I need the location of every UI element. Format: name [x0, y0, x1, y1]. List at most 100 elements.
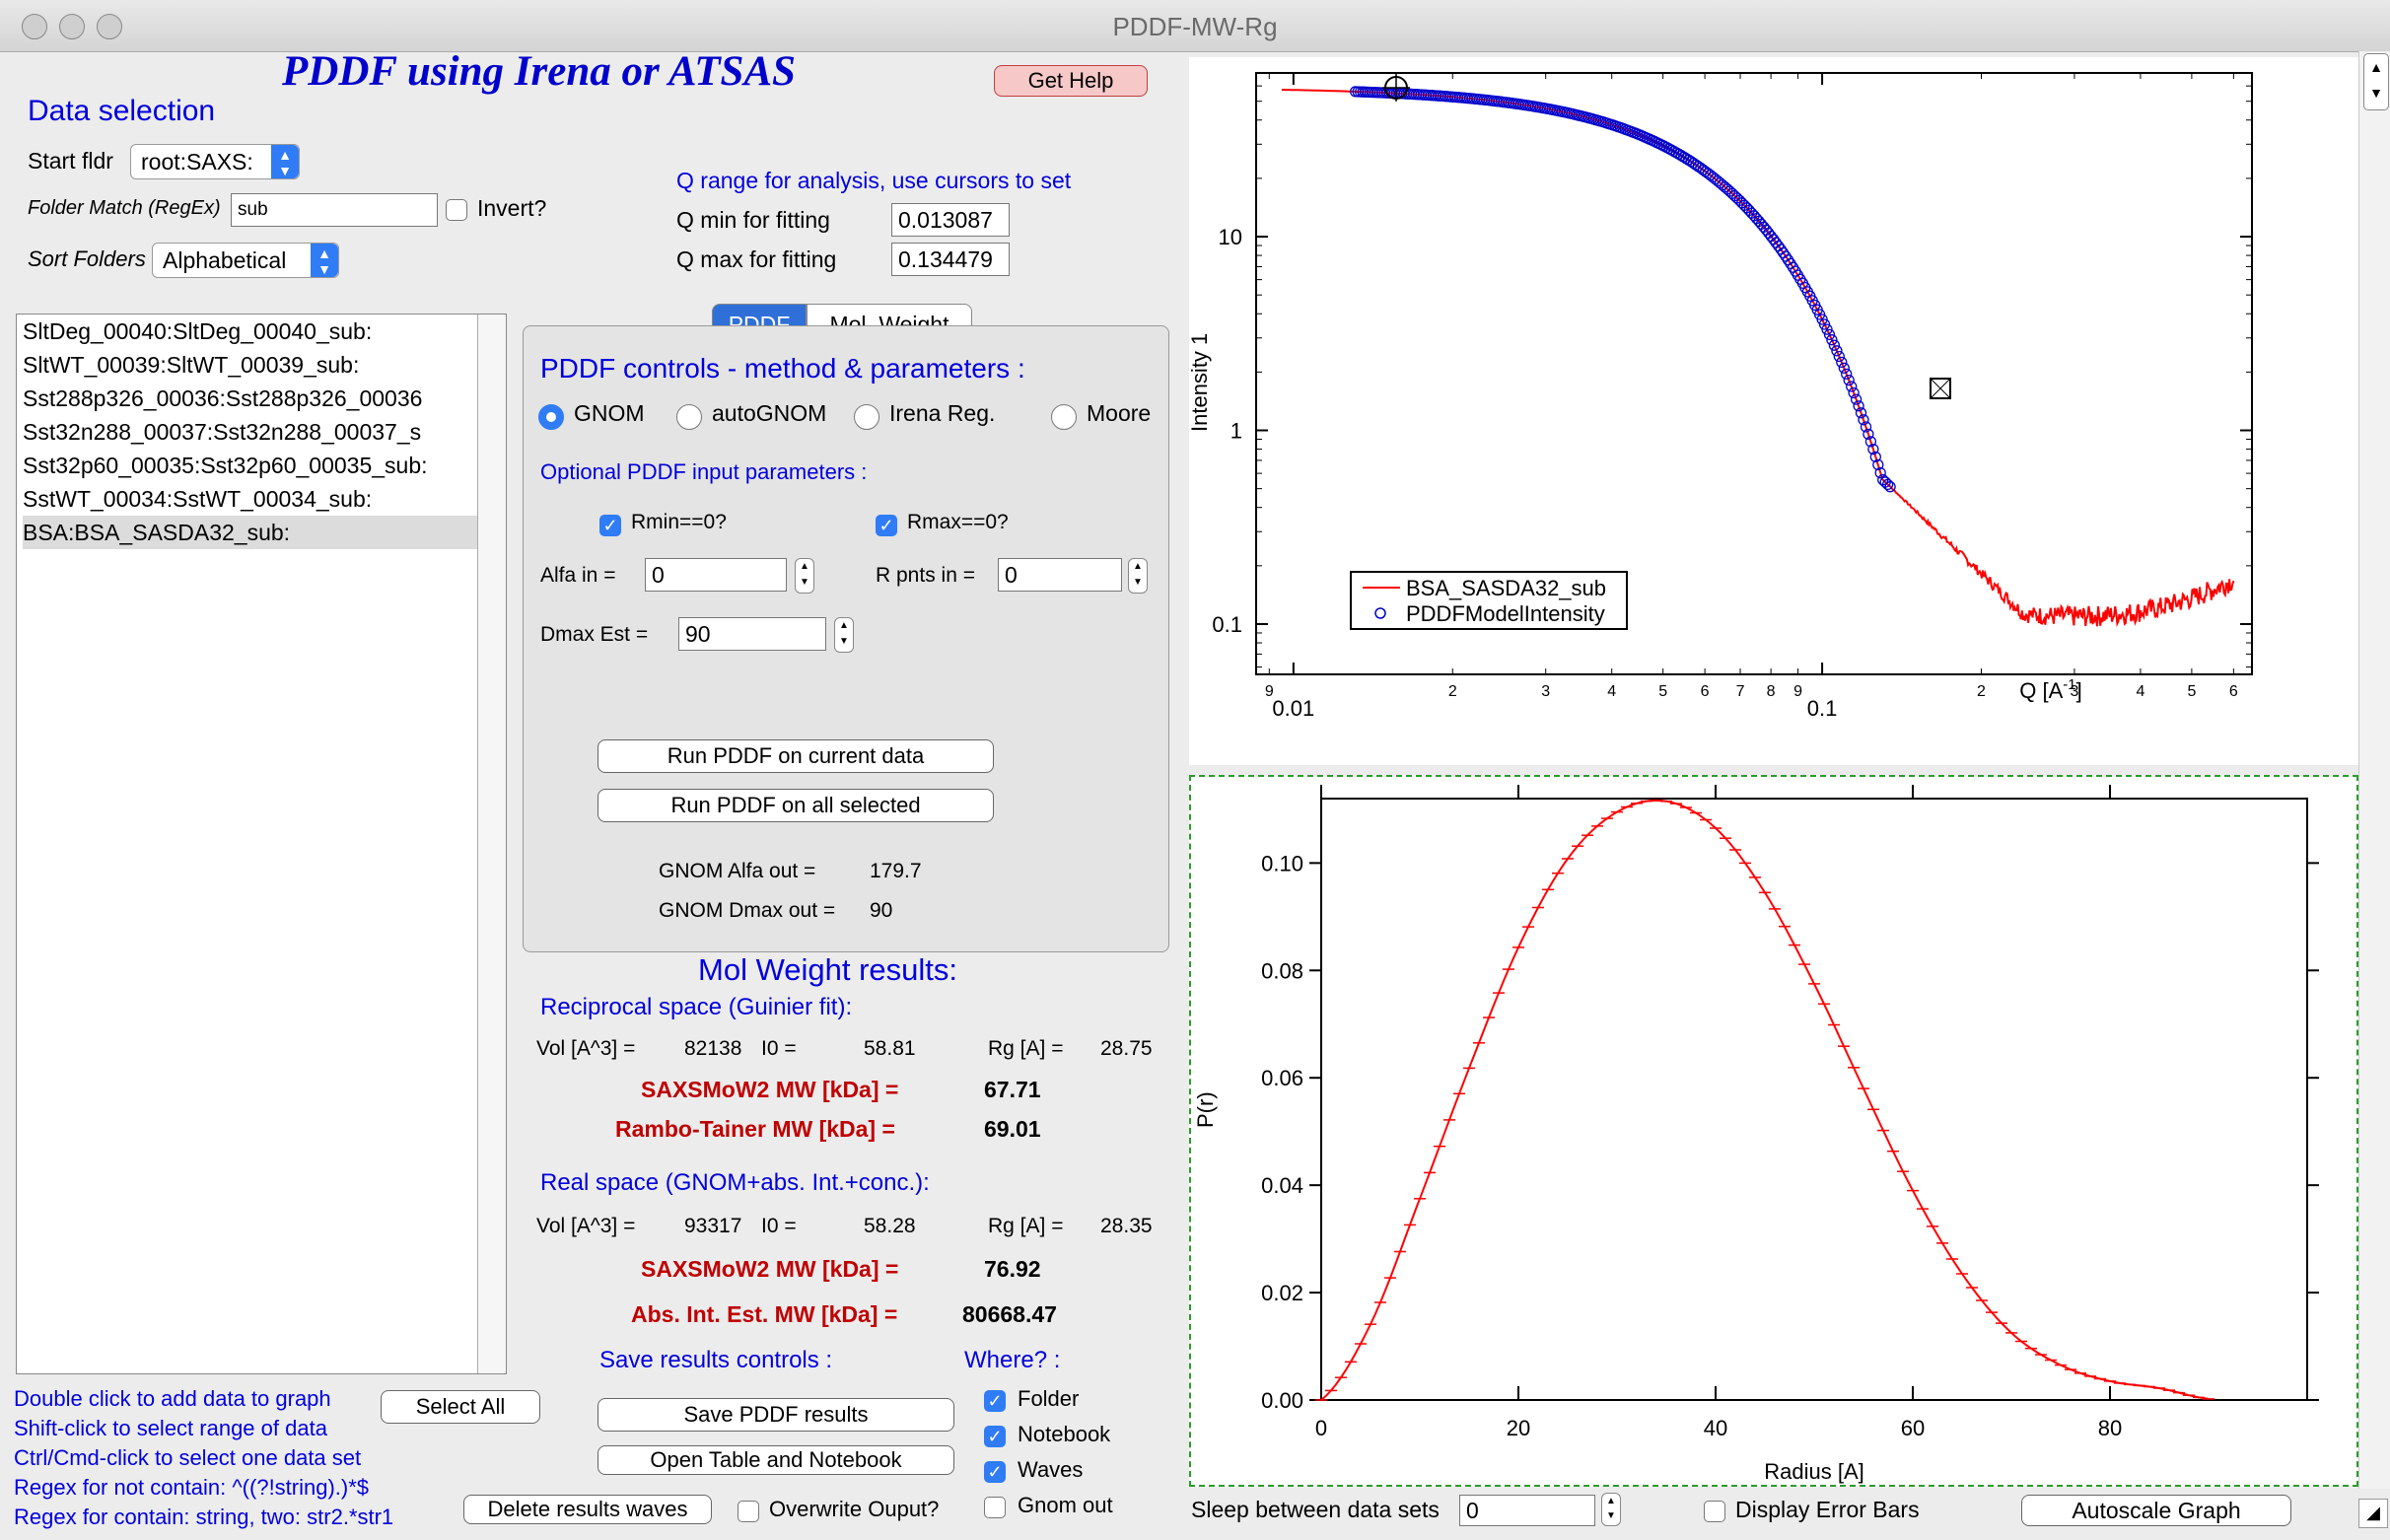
qmin-input[interactable]: 0.013087: [891, 203, 1010, 237]
save-pddf-button[interactable]: Save PDDF results: [598, 1398, 954, 1432]
chevron-updown-icon: ▲ ▼: [311, 244, 338, 277]
axis-ticks: 0 20 40 60 80 0.00 0.02 0.04 0.06 0.08 0.10: [1261, 785, 2319, 1440]
cursor-b[interactable]: [1930, 378, 1951, 399]
model-point: [1826, 334, 1838, 346]
rpnts-input[interactable]: 0: [998, 558, 1122, 592]
x-minor-tick-label: 2: [1977, 683, 1986, 700]
start-folder-popup[interactable]: root:SAXS: ▲ ▼: [130, 144, 300, 179]
x-minor-tick-label: 5: [1658, 683, 1667, 700]
gnom-out-checkbox[interactable]: [984, 1497, 1006, 1518]
radio-moore[interactable]: [1051, 404, 1077, 430]
graph-scroll-control[interactable]: ▲ ▼: [2358, 51, 2390, 1489]
invert-checkbox[interactable]: [446, 199, 467, 221]
panel-title: PDDF using Irena or ATSAS: [282, 48, 796, 95]
list-item[interactable]: SstWT_00034:SstWT_00034_sub:: [23, 486, 373, 512]
list-item[interactable]: SltDeg_00040:SltDeg_00040_sub:: [23, 318, 373, 344]
waves-checkbox[interactable]: ✓: [984, 1461, 1006, 1483]
y-tick-label: 0.02: [1261, 1281, 1303, 1305]
radio-irena-reg-label: Irena Reg.: [889, 400, 996, 426]
minimize-window-button[interactable]: [59, 14, 85, 39]
radio-autognom[interactable]: [676, 404, 702, 430]
folder-match-label: Folder Match (RegEx): [28, 197, 221, 219]
resize-grip-icon[interactable]: ◢: [2358, 1499, 2388, 1528]
recip-saxsmow-value: 67.71: [984, 1077, 1041, 1102]
model-point: [1863, 428, 1874, 441]
radio-gnom-label: GNOM: [574, 400, 645, 426]
delete-results-waves-button[interactable]: Delete results waves: [463, 1495, 712, 1524]
list-item[interactable]: Sst288p326_00036:Sst288p326_00036: [23, 385, 423, 411]
folder-checkbox[interactable]: ✓: [984, 1390, 1006, 1412]
sort-folders-label: Sort Folders: [28, 246, 146, 271]
x-tick-label: 40: [1704, 1416, 1727, 1440]
gnom-out-label: Gnom out: [1018, 1493, 1113, 1517]
pr-graph[interactable]: 0 20 40 60 80 0.00 0.02 0.04 0.06 0.08 0.10 Radius…: [1189, 775, 2358, 1487]
folder-label: Folder: [1018, 1386, 1080, 1411]
legend-model-swatch: [1374, 607, 1386, 619]
open-table-notebook-button[interactable]: Open Table and Notebook: [598, 1445, 954, 1475]
get-help-button[interactable]: Get Help: [994, 65, 1148, 97]
recip-i0-value: 58.81: [864, 1037, 916, 1060]
waves-label: Waves: [1018, 1457, 1084, 1482]
gnom-dmax-out-value: 90: [870, 899, 893, 922]
data-curve: [1281, 89, 2235, 627]
graph-stepper[interactable]: ▲ ▼: [2363, 53, 2389, 110]
sleep-stepper[interactable]: ▲ ▼: [1601, 1493, 1621, 1526]
zoom-window-button[interactable]: [97, 14, 122, 39]
sort-folders-popup[interactable]: Alphabetical ▲ ▼: [152, 243, 339, 278]
model-point: [1848, 386, 1860, 399]
alfa-stepper[interactable]: ▲ ▼: [795, 558, 814, 594]
alfa-input[interactable]: 0: [645, 558, 787, 592]
mw-results-title: Mol Weight results:: [698, 952, 958, 987]
title-bar: PDDF-MW-Rg: [0, 0, 2390, 52]
intensity-graph[interactable]: 10 1 0.1 9 2 3 4 5 6 7 8 9 2 3 4 5 6 0.01 0.1 Q [A-1] Inte…: [1187, 57, 2358, 765]
dmax-stepper[interactable]: ▲ ▼: [834, 617, 854, 653]
display-error-bars-checkbox[interactable]: [1704, 1501, 1725, 1522]
sleep-input[interactable]: 0: [1459, 1495, 1595, 1526]
plot-frame: [1255, 72, 2253, 675]
run-pddf-all-button[interactable]: Run PDDF on all selected: [598, 789, 994, 822]
autoscale-graph-button[interactable]: Autoscale Graph: [2021, 1495, 2291, 1526]
model-point: [1823, 328, 1836, 341]
radio-irena-reg[interactable]: [854, 404, 879, 430]
list-scrollbar[interactable]: [477, 315, 506, 1373]
dmax-input[interactable]: 90: [678, 617, 826, 651]
list-item[interactable]: Sst32n288_00037:Sst32n288_00037_s: [23, 419, 422, 445]
radio-gnom[interactable]: [538, 404, 564, 430]
y-tick-label: 0.10: [1261, 851, 1303, 875]
list-item[interactable]: SltWT_00039:SltWT_00039_sub:: [23, 352, 360, 378]
data-list[interactable]: SltDeg_00040:SltDeg_00040_sub: SltWT_000…: [16, 314, 507, 1374]
rmax-checkbox[interactable]: ✓: [876, 515, 897, 536]
x-tick-label: 80: [2098, 1416, 2122, 1440]
y-axis-label: P(r): [1193, 1091, 1218, 1128]
list-item[interactable]: Sst32p60_00035:Sst32p60_00035_sub:: [23, 453, 428, 478]
rmin-checkbox[interactable]: ✓: [599, 515, 621, 536]
where-title: Where? :: [964, 1347, 1061, 1373]
x-minor-tick-label: 4: [1607, 683, 1616, 700]
y-tick-label: 0.1: [1212, 612, 1242, 637]
close-window-button[interactable]: [22, 14, 47, 39]
help-line-1: Double click to add data to graph: [14, 1386, 331, 1411]
rpnts-stepper[interactable]: ▲ ▼: [1128, 558, 1148, 594]
gnom-alfa-out-value: 179.7: [870, 860, 922, 882]
window-title: PDDF-MW-Rg: [1112, 12, 1278, 41]
cursor-a[interactable]: [1382, 74, 1410, 102]
x-tick-label: 0.01: [1272, 696, 1314, 721]
folder-match-input[interactable]: sub: [231, 193, 438, 227]
real-saxsmow-value: 76.92: [984, 1256, 1041, 1282]
x-minor-tick-label: 9: [1793, 683, 1802, 700]
qmax-input[interactable]: 0.134479: [891, 243, 1010, 276]
real-vol-label: Vol [A^3] =: [536, 1215, 636, 1237]
model-point: [1858, 414, 1869, 426]
select-all-button[interactable]: Select All: [381, 1390, 540, 1424]
list-item-selected[interactable]: BSA:BSA_SASDA32_sub:: [23, 516, 480, 549]
x-minor-tick-label: 2: [1448, 683, 1457, 700]
overwrite-output-checkbox[interactable]: [738, 1501, 759, 1522]
notebook-checkbox[interactable]: ✓: [984, 1426, 1006, 1447]
x-axis-label: Q [A-1]: [2019, 676, 2081, 703]
real-abs-value: 80668.47: [962, 1301, 1057, 1327]
run-pddf-current-button[interactable]: Run PDDF on current data: [598, 739, 994, 773]
gnom-alfa-out-label: GNOM Alfa out =: [659, 860, 816, 882]
q-range-title: Q range for analysis, use cursors to set: [676, 168, 1072, 193]
radio-autognom-label: autoGNOM: [712, 400, 827, 426]
model-point: [1855, 407, 1867, 419]
